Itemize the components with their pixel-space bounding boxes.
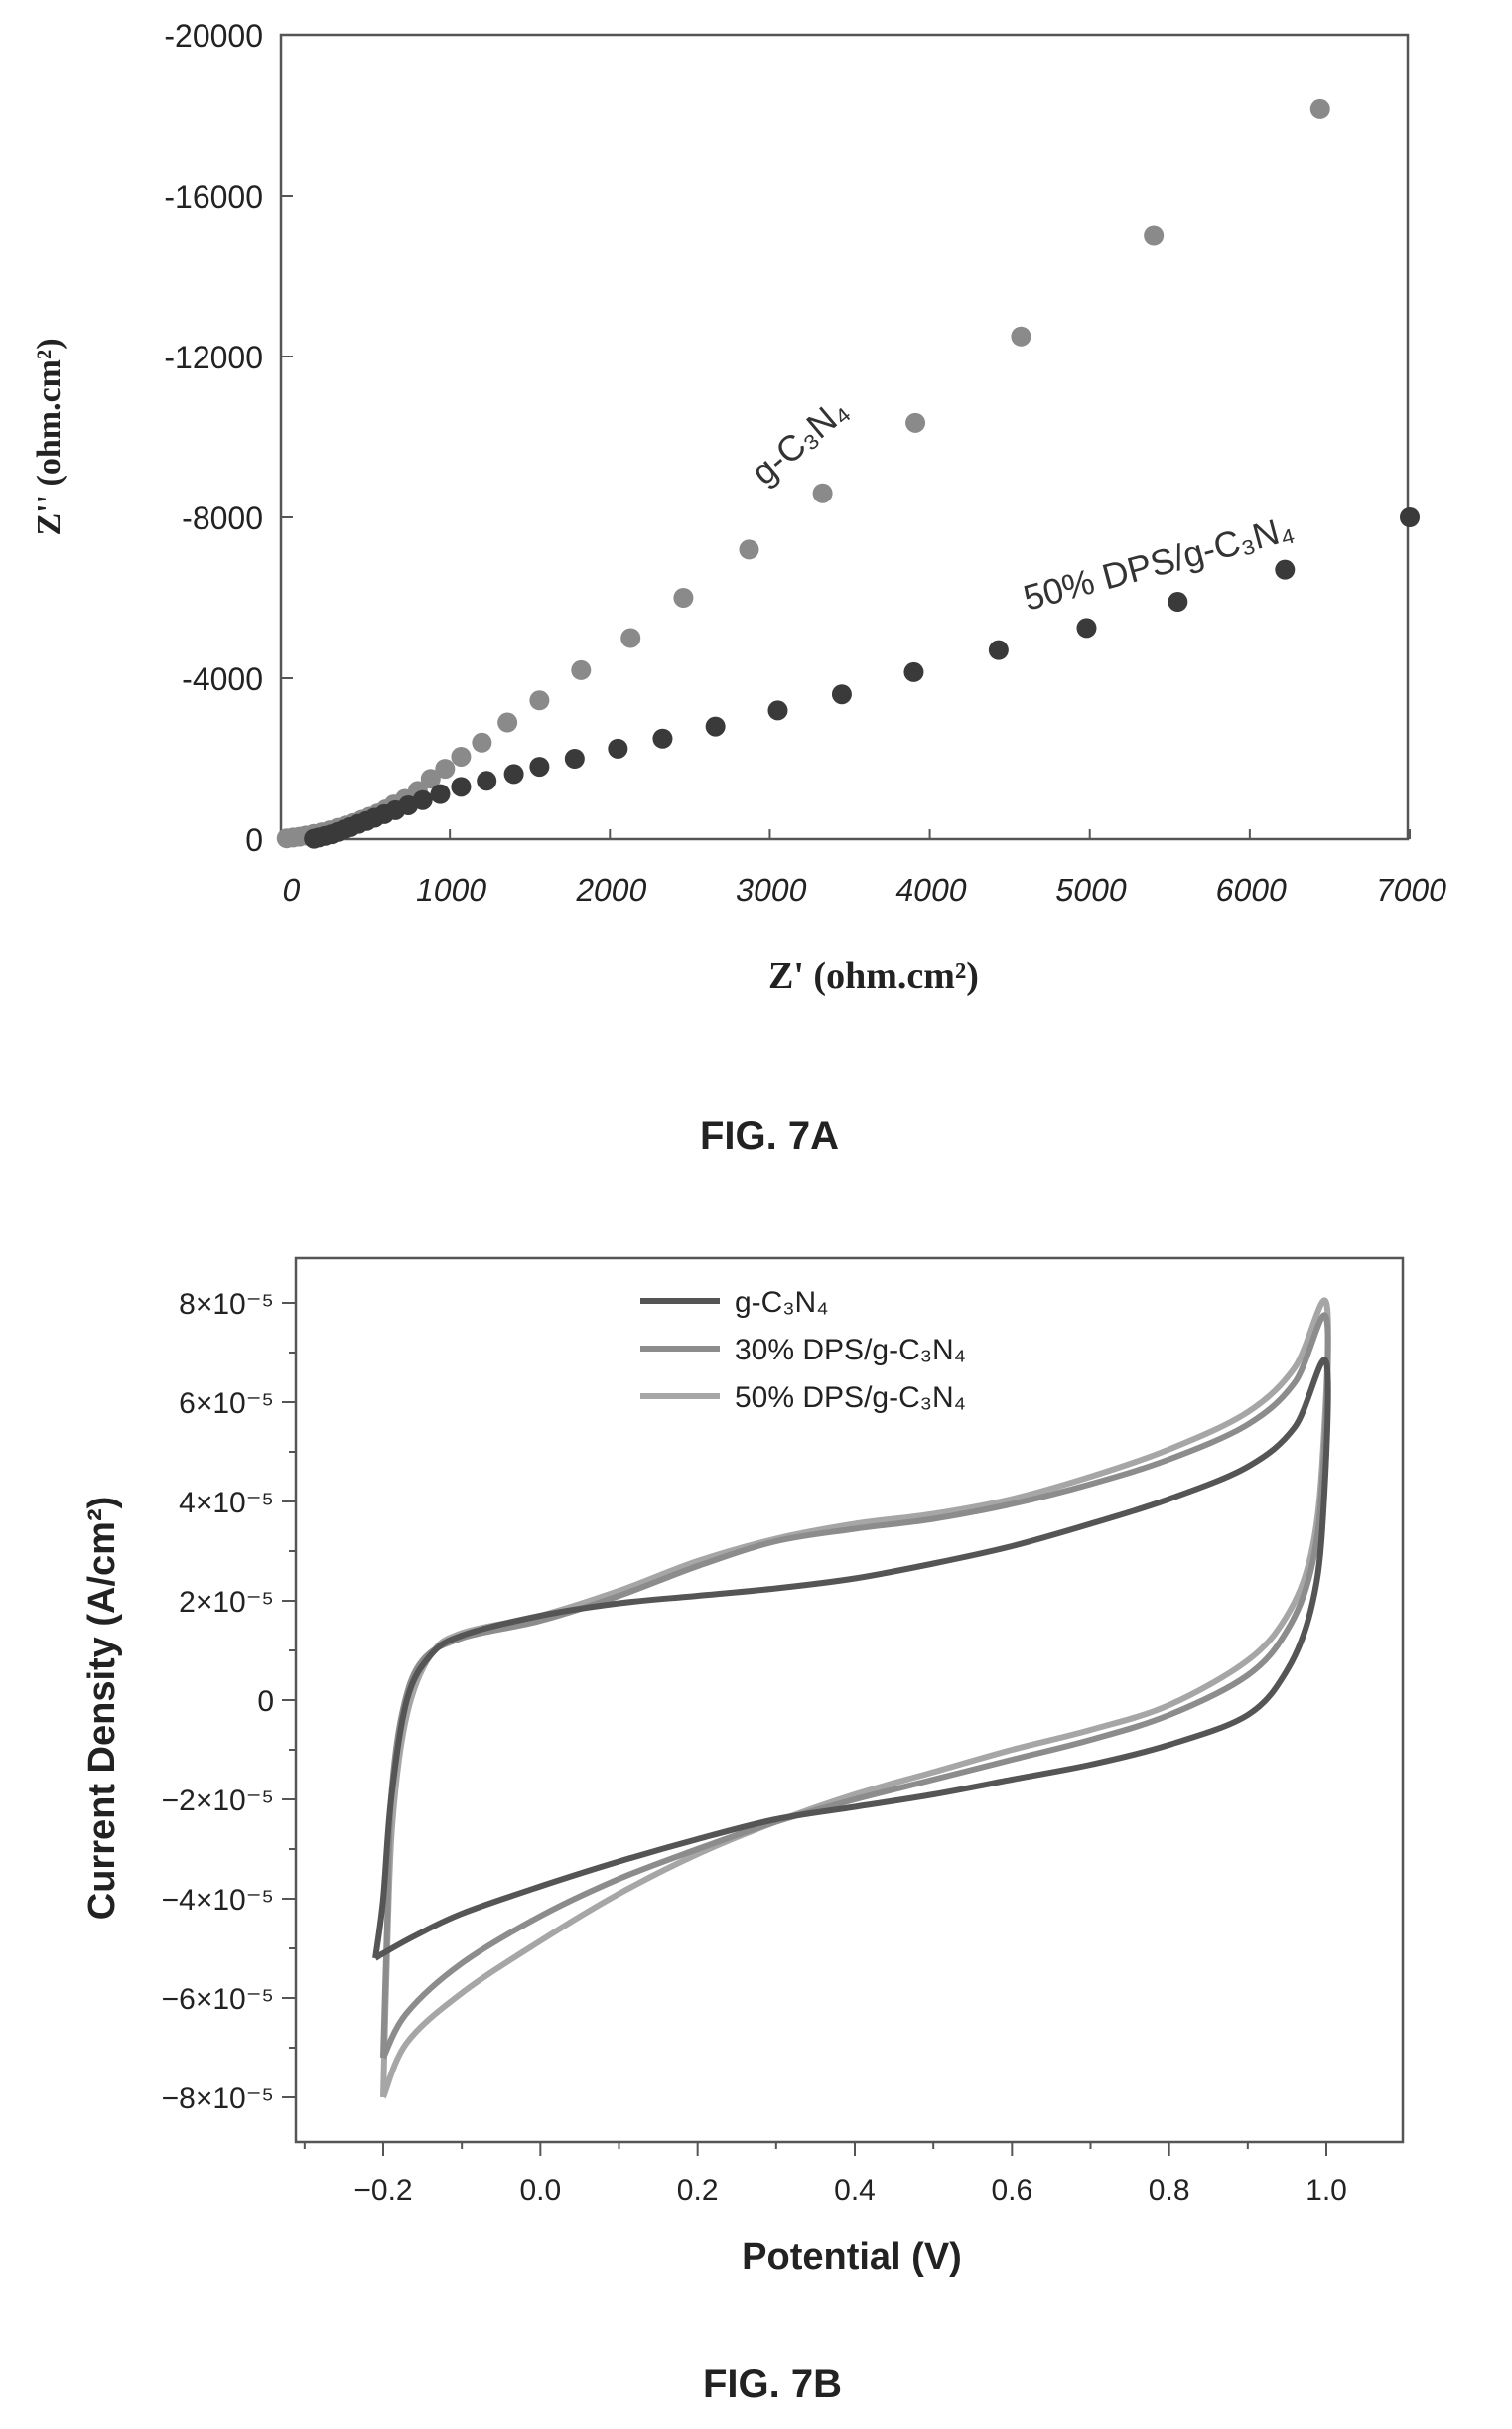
- g-c3n4-point: [420, 769, 441, 789]
- g-c3n4-point: [812, 483, 833, 503]
- g-c3n4-point: [472, 732, 492, 753]
- dps50-point: [831, 684, 852, 705]
- dps50-point: [1076, 618, 1097, 639]
- fig7b-x-tick-label: 0.4: [834, 2174, 876, 2207]
- fig7b-y-axis-label: Current Density (A/cm²): [81, 1497, 123, 1921]
- fig7b-x-tick-label: 1.0: [1306, 2174, 1347, 2207]
- fig7a-x-tick-labels: 0 1000 2000 3000 4000 5000 6000 7000: [280, 829, 1450, 908]
- dps50-point: [564, 749, 585, 769]
- dps50-point: [529, 757, 550, 778]
- fig7b-x-tick-label: 0.0: [519, 2174, 561, 2207]
- g-c3n4-point: [905, 412, 926, 433]
- dps50-cv-loop: [380, 1297, 1331, 2099]
- fig7a-x-tick-label: 0: [280, 872, 304, 908]
- fig7a-y-tick-label: -16000: [164, 179, 263, 214]
- fig7a-x-tick-label: 5000: [1053, 872, 1130, 908]
- dps50-point: [503, 764, 524, 785]
- fig7b-y-tick-label: 0: [257, 1685, 274, 1718]
- dps50-point: [903, 661, 924, 682]
- fig7b-x-tick-label: −0.2: [353, 2174, 412, 2207]
- legend-label: g-C₃N₄: [735, 1286, 828, 1319]
- fig7a-points: [276, 98, 1420, 849]
- dps50-point: [705, 716, 726, 737]
- g-c3n4-point: [451, 746, 472, 767]
- fig7b-x-ticks: −0.2 0.0 0.2 0.4 0.6 0.8 1.0: [303, 2142, 1347, 2207]
- g-c3n4-point: [1309, 98, 1330, 119]
- g-c3n4-point: [1144, 225, 1165, 246]
- dps50-point: [1168, 592, 1188, 613]
- fig7b-y-tick-label: 8×10⁻⁵: [179, 1288, 274, 1321]
- fig7a: 0 -4000 -8000 -12000 -16000 -20000 0 1000 2000 3…: [31, 18, 1450, 1158]
- fig7a-x-tick-label: 1000: [413, 872, 489, 908]
- fig7a-plot-frame: [279, 33, 1410, 841]
- fig7a-y-tick-label: -8000: [182, 500, 263, 536]
- fig7b-x-tick-label: 0.6: [991, 2174, 1032, 2207]
- dps50-point: [451, 777, 472, 797]
- fig7b-y-tick-label: 4×10⁻⁵: [179, 1487, 274, 1519]
- g-c3n4-point: [739, 539, 759, 560]
- fig7b-y-tick-label: −6×10⁻⁵: [162, 1983, 274, 2016]
- dps50-point: [767, 700, 788, 721]
- fig7a-x-tick-label: 4000: [893, 872, 970, 908]
- g-c3n4-point: [529, 690, 550, 711]
- fig7a-x-tick-label: 7000: [1373, 872, 1449, 908]
- fig7b-label: FIG. 7B: [703, 2362, 842, 2406]
- fig7b-x-tick-label: 0.2: [677, 2174, 719, 2207]
- fig7a-y-tick-label: -4000: [182, 661, 263, 697]
- fig7b-curves: [372, 1297, 1331, 2099]
- g-c3n4-point: [497, 712, 518, 733]
- fig7b-y-tick-label: 2×10⁻⁵: [179, 1586, 274, 1619]
- dps50-point: [1400, 507, 1420, 527]
- fig7b-y-ticks: −8×10⁻⁵ −6×10⁻⁵ −4×10⁻⁵ −2×10⁻⁵ 0 2×10⁻⁵ 4×10⁻…: [162, 1288, 296, 2115]
- fig7a-x-tick-label: 6000: [1213, 872, 1290, 908]
- dps50-point: [608, 738, 628, 759]
- fig7b: −8×10⁻⁵ −6×10⁻⁵ −4×10⁻⁵ −2×10⁻⁵ 0 2×10⁻⁵ 4×10⁻…: [81, 1256, 1405, 2406]
- fig7a-y-axis-label: Z'' (ohm.cm²): [31, 338, 68, 535]
- fig7b-y-tick-label: 6×10⁻⁵: [179, 1387, 274, 1420]
- fig7a-x-tick-label: 2000: [573, 872, 649, 908]
- dps50-point: [652, 728, 673, 749]
- fig7a-y-tick-labels: 0 -4000 -8000 -12000 -16000 -20000: [164, 18, 293, 858]
- dps50-point: [477, 771, 497, 791]
- legend-label: 50% DPS/g-C₃N₄: [735, 1381, 966, 1414]
- fig7b-x-axis-label: Potential (V): [742, 2236, 962, 2278]
- fig7a-g-c3n4-annotation: g-C₃N₄: [744, 389, 856, 493]
- fig7b-y-tick-label: −4×10⁻⁵: [162, 1884, 274, 1917]
- g-c3n4-point: [435, 759, 456, 780]
- g-c3n4-cv-loop: [372, 1357, 1331, 1961]
- fig7a-y-tick-label: 0: [245, 822, 263, 858]
- g-c3n4-point: [571, 659, 592, 680]
- fig7a-y-tick-label: -12000: [164, 340, 263, 375]
- g-c3n4-point: [1011, 326, 1031, 347]
- dps50-point: [988, 640, 1009, 660]
- fig7b-legend: g-C₃N₄ 30% DPS/g-C₃N₄ 50% DPS/g-C₃N₄: [640, 1286, 966, 1414]
- dps30-cv-loop: [380, 1312, 1331, 2060]
- g-c3n4-point: [620, 628, 641, 648]
- dps50-point: [1275, 559, 1296, 580]
- dps50-point: [412, 789, 433, 810]
- fig7a-label: FIG. 7A: [700, 1114, 839, 1158]
- fig7a-x-axis-label: Z' (ohm.cm²): [768, 955, 979, 997]
- fig7a-y-tick-label: -20000: [164, 18, 263, 54]
- fig7a-dps-annotation: 50% DPS/g-C₃N₄: [1019, 507, 1298, 619]
- fig7a-x-tick-label: 3000: [734, 872, 810, 908]
- dps50-point: [430, 784, 451, 804]
- fig7b-x-tick-label: 0.8: [1149, 2174, 1190, 2207]
- fig7b-y-tick-label: −2×10⁻⁵: [162, 1785, 274, 1817]
- g-c3n4-point: [673, 588, 694, 608]
- fig7b-y-tick-label: −8×10⁻⁵: [162, 2082, 274, 2115]
- legend-label: 30% DPS/g-C₃N₄: [735, 1334, 966, 1366]
